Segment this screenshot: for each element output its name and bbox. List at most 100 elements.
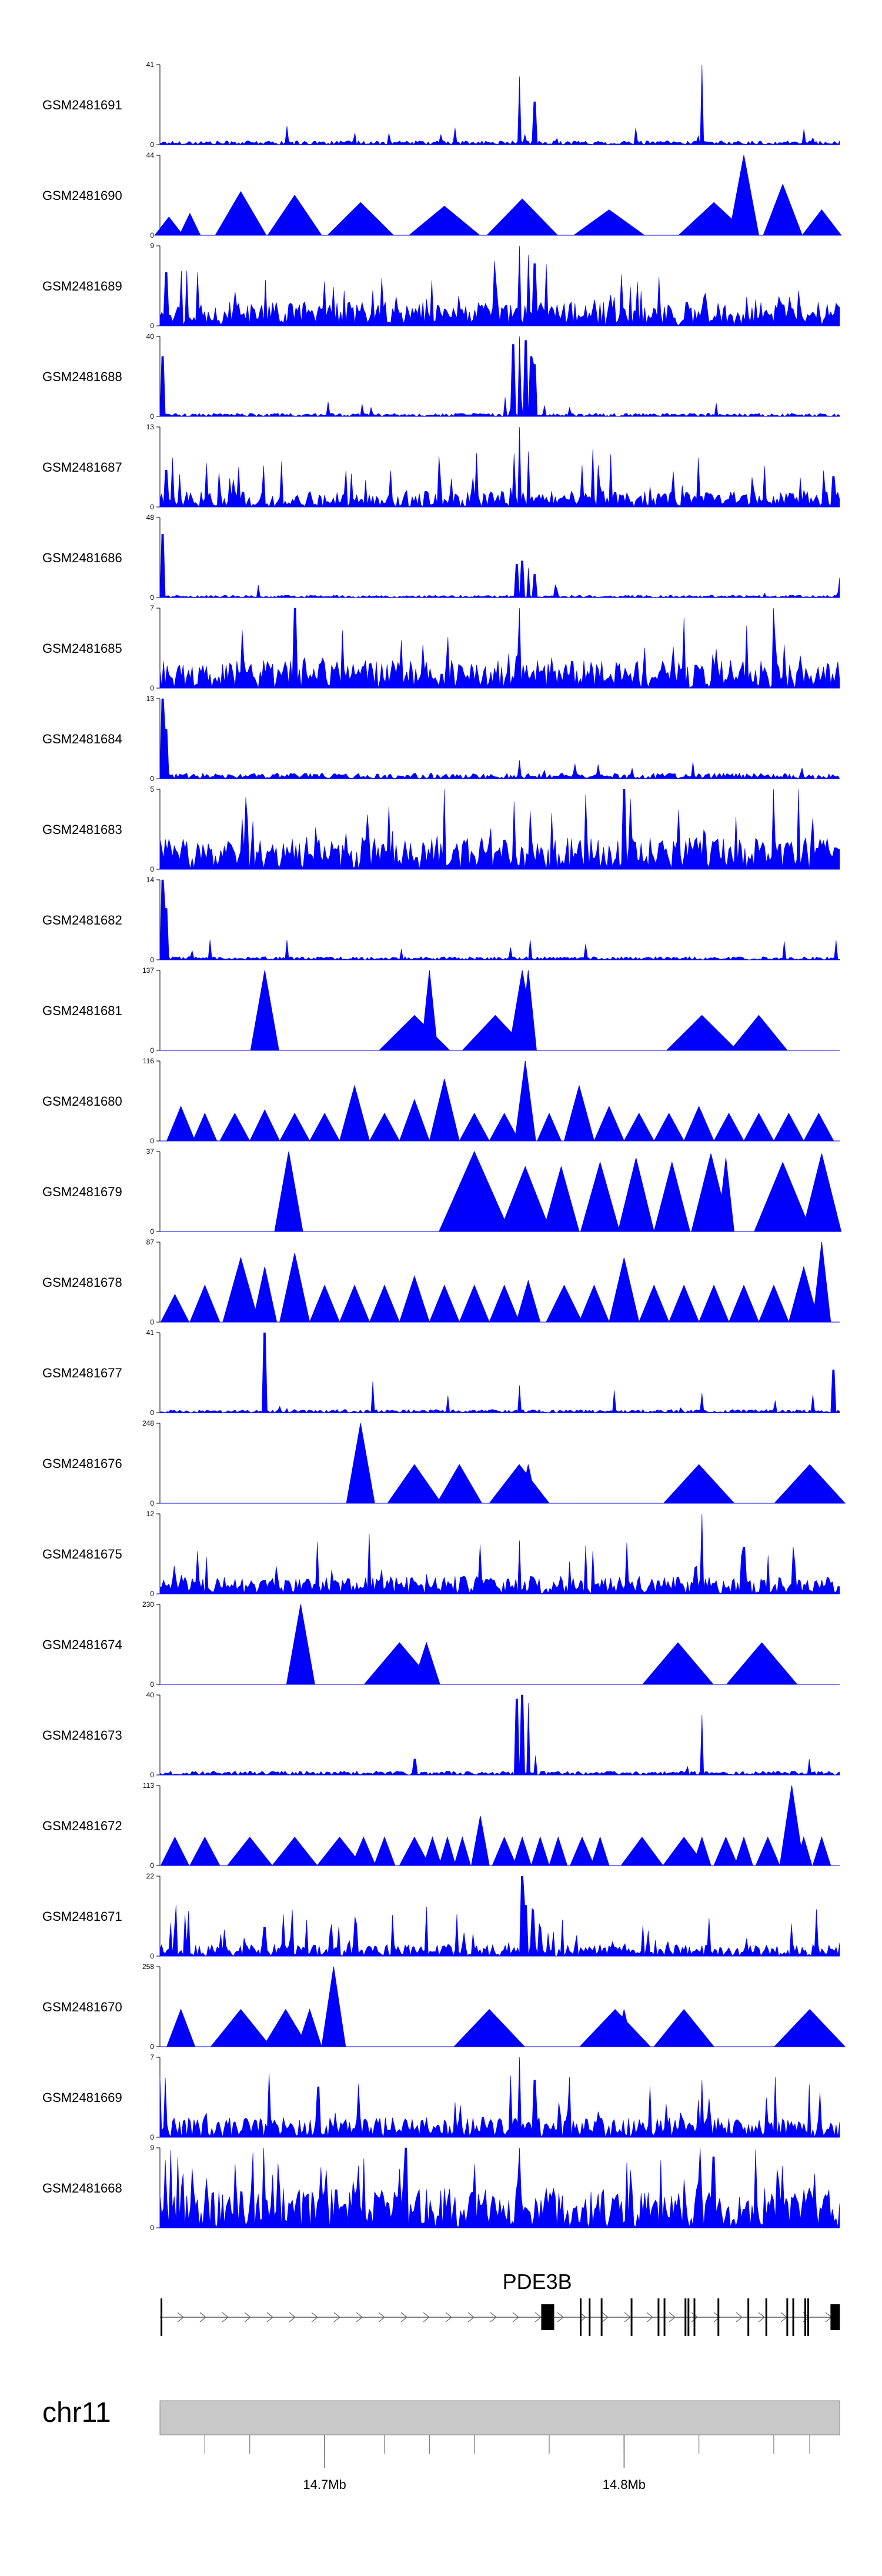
strand-arrow-icon [222,2312,229,2323]
gene-name: PDE3B [503,2270,572,2294]
track-label: GSM2481677 [42,1366,122,1380]
strand-arrow-icon [311,2312,318,2323]
signal-tracks: GSM2481691410GSM2481690440GSM248168990GS… [42,61,846,2232]
strand-arrow-icon [624,2312,631,2323]
y-max-label: 7 [150,2053,154,2061]
strand-arrow-icon [669,2312,676,2323]
y-max-label: 9 [150,2144,154,2152]
track-gsm2481673: GSM2481673 40 0 [42,1691,840,1779]
track-gsm2481681: GSM2481681 137 0 [42,966,840,1055]
y-min-label: 0 [150,1499,154,1507]
strand-arrow-icon [490,2312,497,2323]
gene-exon [600,2298,603,2336]
signal-area [159,64,840,145]
chromosome-band [159,2400,840,2435]
signal-area [250,970,788,1051]
y-min-label: 0 [150,1952,154,1960]
signal-area [159,1513,840,1595]
y-min-label: 0 [150,2043,154,2051]
gene-track: PDE3B [160,2270,840,2336]
track-gsm2481683: GSM2481683 5 0 [42,785,840,873]
signal-area [159,1876,840,1957]
track-label: GSM2481669 [42,2090,122,2105]
y-max-label: 37 [146,1147,155,1156]
track-gsm2481687: GSM2481687 13 0 [42,423,840,511]
track-gsm2481669: GSM2481669 7 0 [42,2053,840,2141]
track-gsm2481688: GSM2481688 40 0 [42,332,840,421]
gene-exon [663,2298,666,2336]
signal-area [274,1150,842,1232]
track-label: GSM2481682 [42,913,122,927]
gene-exon [807,2298,810,2336]
track-label: GSM2481688 [42,369,122,384]
track-label: GSM2481691 [42,98,122,112]
y-max-label: 44 [146,151,155,159]
strand-arrow-icon [646,2312,653,2323]
y-min-label: 0 [150,1590,154,1598]
track-label: GSM2481686 [42,550,122,565]
y-min-label: 0 [150,1318,154,1326]
strand-arrow-icon [691,2312,698,2323]
signal-area [159,2147,840,2228]
y-min-label: 0 [150,1046,154,1055]
y-min-label: 0 [150,503,154,511]
chromosome-label: chr11 [42,2397,111,2428]
strand-arrow-icon [266,2312,273,2323]
signal-area [159,426,840,508]
gene-exon [786,2298,789,2336]
gene-exon [687,2298,690,2336]
track-label: GSM2481679 [42,1184,122,1199]
gene-exon [630,2298,633,2336]
track-gsm2481674: GSM2481674 230 0 [42,1600,840,1689]
strand-arrow-icon [602,2312,609,2323]
strand-arrow-icon [244,2312,251,2323]
signal-area [166,1966,846,2047]
y-max-label: 48 [146,513,155,522]
track-label: GSM2481690 [42,188,122,203]
strand-arrow-icon [512,2312,519,2323]
track-gsm2481690: GSM2481690 44 0 [42,151,842,239]
track-gsm2481686: GSM2481686 48 0 [42,513,840,602]
track-label: GSM2481678 [42,1275,122,1290]
gene-exon [541,2304,554,2330]
strand-arrow-icon [423,2312,430,2323]
chromosome-ideogram: chr11 14.7Mb 14.8Mb [42,2397,840,2492]
signal-area [159,879,840,960]
signal-area [154,155,842,236]
y-min-label: 0 [150,2224,154,2232]
track-gsm2481682: GSM2481682 14 0 [42,876,840,964]
strand-arrow-icon [736,2312,743,2323]
y-max-label: 14 [146,876,155,884]
y-max-label: 9 [150,242,154,250]
y-min-label: 0 [150,684,154,692]
signal-area [159,789,840,870]
y-max-label: 137 [142,966,154,975]
signal-area [159,698,840,779]
signal-area [346,1423,846,1504]
y-min-label: 0 [150,775,154,783]
track-label: GSM2481668 [42,2181,122,2195]
y-min-label: 0 [150,1861,154,1870]
track-label: GSM2481680 [42,1094,122,1109]
track-gsm2481685: GSM2481685 7 0 [42,604,840,692]
signal-area [159,245,840,326]
y-max-label: 12 [146,1510,155,1518]
y-min-label: 0 [150,593,154,602]
gene-exon [684,2298,687,2336]
strand-arrow-icon [333,2312,340,2323]
strand-arrow-icon [713,2312,720,2323]
signal-area [286,1604,798,1685]
y-max-label: 40 [146,332,155,341]
y-max-label: 230 [142,1600,154,1609]
gene-exon [717,2298,720,2336]
track-label: GSM2481689 [42,279,122,293]
track-gsm2481671: GSM2481671 22 0 [42,1872,840,1960]
strand-arrow-icon [356,2312,363,2323]
track-label: GSM2481673 [42,1728,122,1743]
gene-exon [765,2298,767,2336]
strand-arrow-icon [177,2312,184,2323]
strand-arrow-icon [467,2312,475,2323]
gene-exon [792,2298,794,2336]
strand-arrow-icon [199,2312,206,2323]
